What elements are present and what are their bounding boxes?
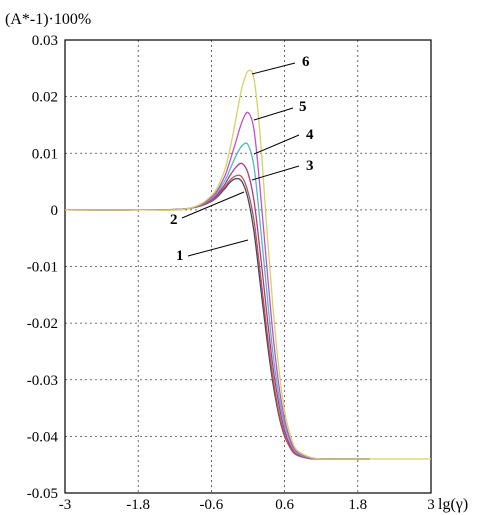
x-tick-label: 0.6: [275, 497, 294, 513]
x-tick-label: -1.8: [126, 497, 150, 513]
series-line-4: [64, 142, 370, 460]
curve-label-5: 5: [299, 99, 307, 115]
leader-line-2: [181, 191, 245, 219]
plot-frame: [64, 39, 432, 494]
curve-label-6: 6: [302, 54, 310, 70]
x-tick-label: -3: [59, 497, 72, 513]
series-line-2: [64, 174, 370, 460]
leader-line-6: [251, 62, 296, 75]
curve-label-3: 3: [306, 158, 314, 174]
y-tick-label: -0.01: [27, 260, 58, 276]
x-axis-ticks: -3 -1.8 -0.6 0.6 1.8 3: [59, 497, 435, 513]
leader-line-3: [251, 165, 300, 181]
series-line-6: [64, 69, 431, 460]
curve-label-1: 1: [176, 248, 184, 264]
y-tick-label: -0.04: [27, 429, 59, 445]
series-line-3: [64, 162, 370, 460]
curve-leaders: 6 5 4 3 2 1: [170, 54, 314, 264]
x-tick-label: -0.6: [200, 497, 224, 513]
grid: [65, 40, 431, 493]
x-tick-label: 3: [427, 497, 435, 513]
y-tick-label: 0.03: [32, 33, 58, 49]
series-line-1: [64, 177, 370, 460]
y-tick-label: -0.03: [27, 373, 58, 389]
y-tick-label: 0: [51, 203, 59, 219]
y-tick-label: 0.01: [32, 146, 58, 162]
curves: [64, 69, 431, 460]
series-line-5: [64, 111, 370, 460]
leader-line-5: [253, 107, 294, 121]
x-axis-label: lg(γ): [438, 496, 468, 513]
leader-line-4: [253, 134, 300, 155]
curve-label-4: 4: [306, 127, 314, 143]
y-tick-label: 0.02: [32, 90, 58, 106]
y-axis-ticks: 0.03 0.02 0.01 0 -0.01 -0.02 -0.03 -0.04 -0.05: [27, 33, 59, 502]
leader-line-1: [187, 239, 249, 257]
curve-label-2: 2: [170, 212, 178, 228]
y-tick-label: -0.05: [27, 486, 58, 502]
y-axis-label: (A*-1)·100%: [5, 11, 91, 28]
x-tick-label: 1.8: [348, 497, 367, 513]
y-tick-label: -0.02: [27, 316, 58, 332]
